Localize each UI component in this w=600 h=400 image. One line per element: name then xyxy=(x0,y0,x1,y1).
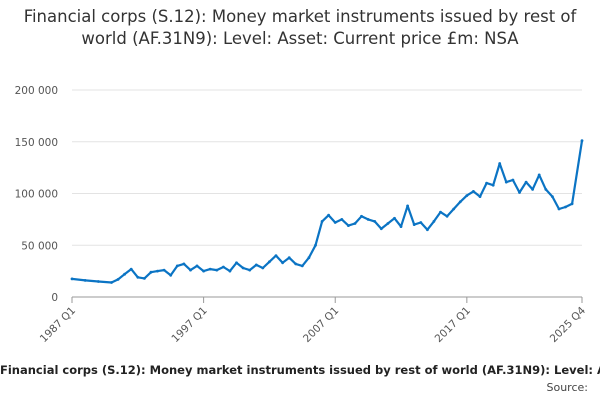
data-point xyxy=(116,278,120,281)
data-point xyxy=(393,216,396,220)
data-point xyxy=(366,218,370,221)
data-point xyxy=(333,221,337,224)
data-point xyxy=(143,277,146,280)
y-tick-label: 50 000 xyxy=(21,240,58,252)
data-point xyxy=(419,221,423,224)
x-tick-label: 2007 Q1 xyxy=(301,305,341,345)
data-point xyxy=(129,267,133,271)
data-point xyxy=(379,227,383,231)
data-point xyxy=(162,268,166,272)
y-tick-label: 200 000 xyxy=(15,85,58,97)
data-point xyxy=(169,273,173,277)
data-point xyxy=(136,275,140,279)
data-point xyxy=(268,260,271,264)
data-point xyxy=(175,264,179,268)
data-point xyxy=(458,200,462,204)
data-point xyxy=(96,280,100,283)
data-point xyxy=(261,266,265,270)
data-point xyxy=(373,220,377,223)
data-point xyxy=(524,180,528,184)
x-tick-label: 1987 Q1 xyxy=(38,305,78,345)
data-point xyxy=(189,268,192,272)
chart-caption: Financial corps (S.12): Money market ins… xyxy=(0,363,600,379)
data-point xyxy=(314,243,317,247)
data-point xyxy=(399,225,403,229)
data-point xyxy=(360,214,363,218)
data-point xyxy=(544,188,548,191)
data-point xyxy=(300,264,304,268)
data-point xyxy=(432,220,436,223)
data-point xyxy=(491,183,495,187)
data-point xyxy=(465,194,469,198)
data-point xyxy=(281,261,284,265)
data-point xyxy=(472,190,475,193)
gridlines xyxy=(72,89,582,246)
data-point xyxy=(202,269,206,273)
data-point xyxy=(504,180,508,184)
data-point xyxy=(412,223,416,227)
source-label: Source: xyxy=(546,381,589,394)
data-point xyxy=(241,266,245,270)
data-point xyxy=(498,162,502,165)
caption-text: Financial corps (S.12): Money market ins… xyxy=(0,363,600,377)
x-tick-labels: 1987 Q1 1997 Q1 2007 Q1 2017 Q1 2025 Q4 xyxy=(38,304,589,345)
data-point xyxy=(478,195,482,199)
data-point xyxy=(123,272,126,276)
data-point xyxy=(327,213,330,217)
data-point xyxy=(386,222,390,225)
data-point xyxy=(320,220,324,223)
data-point xyxy=(156,269,159,273)
axes xyxy=(71,296,583,303)
data-point xyxy=(485,181,488,185)
data-point xyxy=(195,264,199,268)
data-point xyxy=(518,191,521,194)
x-tick-label: 2025 Q4 xyxy=(548,304,589,345)
data-point xyxy=(235,261,238,265)
data-point xyxy=(580,139,584,143)
data-point xyxy=(551,195,554,199)
data-point xyxy=(248,268,252,272)
x-tick-label: 2017 Q1 xyxy=(433,305,473,345)
data-point xyxy=(531,188,534,191)
chart-title: Financial corps (S.12): Money market ins… xyxy=(23,7,577,48)
data-point xyxy=(254,263,258,267)
series-layer xyxy=(70,139,584,284)
y-tick-label: 150 000 xyxy=(15,137,58,149)
y-tick-label: 0 xyxy=(51,292,58,304)
data-point xyxy=(287,256,291,260)
data-point xyxy=(149,270,153,274)
data-point xyxy=(70,277,74,281)
data-point xyxy=(564,205,567,209)
data-point xyxy=(307,256,311,260)
data-point xyxy=(83,279,87,282)
x-tick-label: 1997 Q1 xyxy=(169,305,209,345)
data-point xyxy=(215,268,219,272)
data-point xyxy=(426,228,429,232)
series-line xyxy=(70,139,584,284)
data-point xyxy=(570,202,574,206)
data-point xyxy=(182,262,186,266)
y-tick-label: 100 000 xyxy=(15,189,58,201)
data-point xyxy=(406,204,409,208)
data-point xyxy=(340,218,344,221)
data-point xyxy=(452,207,456,211)
data-point xyxy=(511,178,515,182)
data-point xyxy=(347,224,350,228)
data-point xyxy=(439,210,442,214)
data-point xyxy=(274,254,278,257)
data-point xyxy=(445,214,449,218)
data-point xyxy=(537,173,541,177)
data-point xyxy=(557,207,561,211)
data-point xyxy=(228,269,232,273)
data-point xyxy=(208,267,212,271)
data-point xyxy=(222,265,225,269)
data-point xyxy=(110,281,113,284)
y-tick-labels: 0 50 000 100 000 150 000 200 000 xyxy=(15,85,58,304)
data-point xyxy=(353,222,357,225)
data-point xyxy=(294,262,298,266)
